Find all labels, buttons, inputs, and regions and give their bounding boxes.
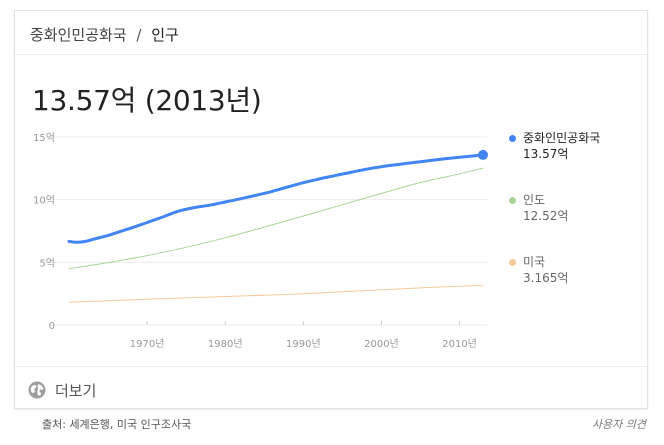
y-tick-label: 0 bbox=[49, 321, 55, 332]
legend-series-value: 13.57억 bbox=[523, 147, 569, 161]
legend-series-name: 중화인민공화국 bbox=[523, 131, 601, 145]
header-divider bbox=[15, 54, 647, 55]
legend-dot bbox=[509, 259, 516, 266]
y-tick-label: 15억 bbox=[33, 132, 55, 144]
feedback-link[interactable]: 사용자 의견 bbox=[591, 418, 646, 431]
source-citation: 출처: 세계은행, 미국 인구조사국 bbox=[42, 418, 192, 431]
x-tick-label: 2010년 bbox=[442, 338, 477, 350]
population-headline: 13.57억 (2013년) bbox=[32, 84, 262, 117]
x-tick-label: 1970년 bbox=[130, 338, 165, 350]
legend-series-value: 12.52억 bbox=[523, 209, 569, 223]
legend-series-value: 3.165억 bbox=[523, 271, 569, 285]
series-line bbox=[67, 153, 485, 244]
breadcrumb: 중화인민공화국 / 인구 bbox=[30, 24, 179, 45]
footer-divider bbox=[15, 366, 647, 367]
population-chart[interactable]: 0 5억 10억 15억 1970년 1980년 1990년 2000년 2010년 bbox=[15, 11, 649, 366]
x-tick-label: 1990년 bbox=[286, 338, 321, 350]
more-label: 더보기 bbox=[55, 381, 97, 400]
legend-series-name: 미국 bbox=[523, 255, 546, 269]
series-line bbox=[68, 167, 484, 270]
globe-icon bbox=[28, 381, 46, 399]
y-tick-label: 10억 bbox=[33, 195, 55, 207]
population-card: 중화인민공화국 / 인구 13.57억 (2013년) 0 5억 10억 15억 197… bbox=[14, 10, 648, 409]
series-endpoint-marker bbox=[478, 149, 488, 160]
more-button[interactable]: 더보기 bbox=[28, 379, 96, 401]
breadcrumb-parent[interactable]: 중화인민공화국 bbox=[30, 26, 127, 44]
series-line bbox=[68, 284, 484, 303]
x-tick-label: 2000년 bbox=[364, 338, 399, 350]
x-tick-label: 1980년 bbox=[208, 338, 243, 350]
legend-dot bbox=[509, 197, 516, 204]
breadcrumb-separator: / bbox=[136, 26, 142, 44]
breadcrumb-current: 인구 bbox=[151, 26, 179, 44]
legend-series-name: 인도 bbox=[523, 193, 546, 207]
y-tick-label: 5억 bbox=[39, 257, 55, 269]
legend-dot bbox=[509, 135, 516, 142]
